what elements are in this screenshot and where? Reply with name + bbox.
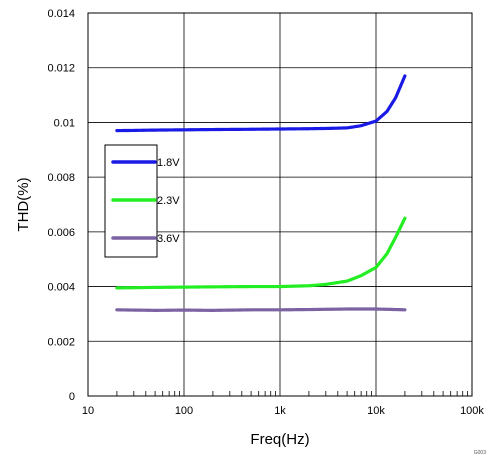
legend-label: 1.8V: [157, 157, 180, 169]
y-tick-label: 0.014: [47, 8, 75, 20]
x-tick-label: 10k: [367, 405, 385, 417]
y-axis-title: THD(%): [15, 177, 32, 231]
y-tick-label: 0: [69, 391, 75, 403]
x-axis-title: Freq(Hz): [250, 431, 309, 448]
x-tick-label: 100: [175, 405, 193, 417]
plot-area-frame: [87, 12, 473, 397]
y-tick-label: 0.002: [47, 336, 75, 348]
y-tick-label: 0.004: [47, 282, 75, 294]
x-tick-label: 1k: [274, 405, 286, 417]
legend: 1.8V 2.3V 3.6V: [104, 144, 180, 258]
series-line-0: [115, 74, 407, 133]
y-tick-label: 0.008: [47, 172, 75, 184]
x-tick-label: 100k: [460, 405, 484, 417]
axis-ticks: 0 0.002 0.004 0.006 0.008 0.01 0.012 0.014 10 100…: [47, 8, 484, 417]
y-tick-label: 0.012: [47, 63, 75, 75]
series-line-1: [115, 216, 407, 290]
legend-label: 3.6V: [157, 233, 180, 245]
y-tick-label: 0.01: [54, 117, 75, 129]
series-line-2: [115, 307, 407, 312]
y-tick-label: 0.006: [47, 227, 75, 239]
x-tick-label: 10: [82, 405, 94, 417]
series-lines: [115, 74, 407, 312]
legend-label: 2.3V: [157, 195, 180, 207]
figure-id-label: G003: [474, 450, 486, 456]
